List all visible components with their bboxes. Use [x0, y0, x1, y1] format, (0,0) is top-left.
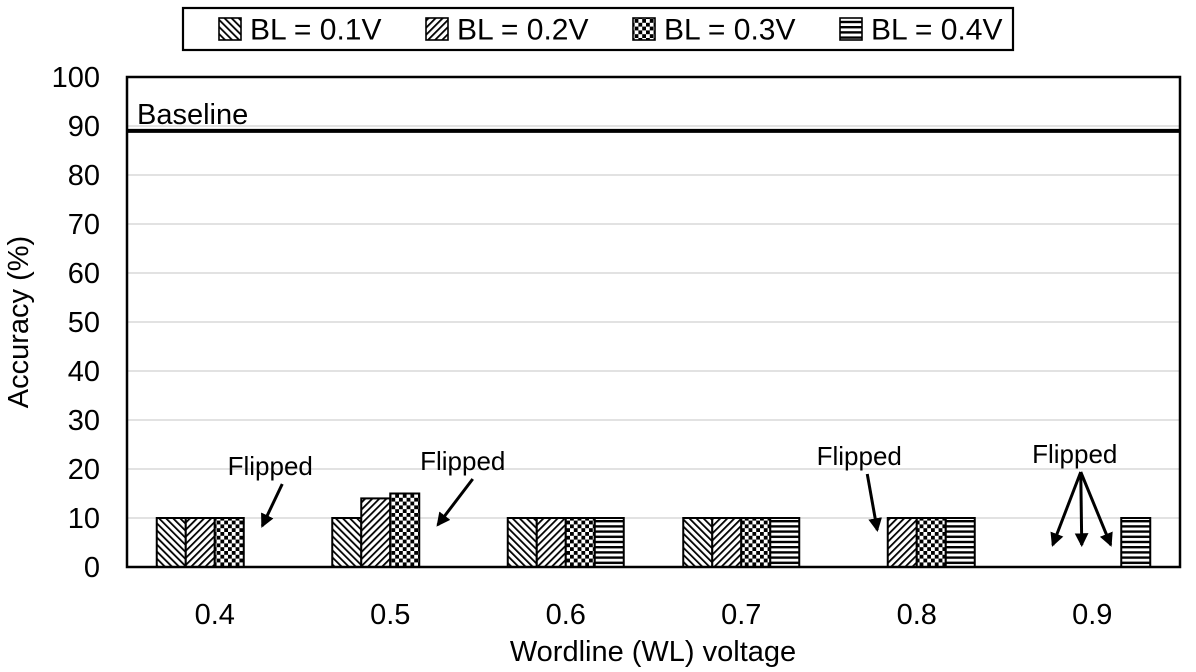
annotation-flipped-label: Flipped [420, 446, 505, 476]
bar-bl=0.4v-wl0.8 [944, 517, 976, 568]
annotation-arrow [260, 483, 284, 528]
bar-bl=0.4v-wl0.6 [593, 517, 625, 568]
legend-swatch-checkerboard [632, 17, 656, 41]
chart-dynamic-layer: 0 10 20 30 40 50 60 70 80 90 100 0.4 0.5 0.6 0.7 0.8 0.9… [52, 6, 1182, 631]
annotation-arrow [1079, 471, 1113, 547]
annotation-flipped-label: Flipped [1032, 439, 1117, 469]
x-axis-title: Wordline (WL) voltage [510, 636, 796, 668]
y-tick-label: 100 [52, 62, 100, 94]
y-tick-label: 20 [68, 454, 100, 486]
y-axis-title: Accuracy (%) [3, 236, 35, 408]
y-tick-label: 90 [68, 111, 100, 143]
y-tick-label: 40 [68, 356, 100, 388]
bar-bl=0.3v-wl0.5 [389, 492, 421, 568]
annotation-flipped-label: Flipped [817, 441, 902, 471]
x-tick-label: 0.8 [897, 599, 937, 631]
annotation-arrow [865, 473, 882, 533]
bar-bl=0.2v-wl0.4 [184, 517, 216, 568]
bar-bl=0.4v-wl0.9 [1120, 517, 1152, 568]
x-tick-label: 0.6 [546, 599, 586, 631]
baseline-label: Baseline [137, 99, 248, 131]
bar-bl=0.1v-wl0.4 [155, 517, 187, 568]
legend-swatch-diagonal-backslash [218, 17, 242, 41]
y-tick-label: 80 [68, 160, 100, 192]
bar-bl=0.3v-wl0.7 [740, 517, 772, 568]
y-tick-label: 60 [68, 258, 100, 290]
annotation-arrow [436, 478, 474, 527]
x-tick-label: 0.4 [195, 599, 235, 631]
bar-bl=0.4v-wl0.7 [769, 517, 801, 568]
bar-bl=0.3v-wl0.4 [213, 517, 245, 568]
legend-label: BL = 0.1V [250, 14, 381, 47]
bar-bl=0.2v-wl0.5 [360, 497, 392, 568]
annotation-arrow [1050, 471, 1083, 547]
bar-bl=0.1v-wl0.7 [682, 517, 714, 568]
bar-bl=0.3v-wl0.8 [915, 517, 947, 568]
x-tick-label: 0.5 [370, 599, 410, 631]
bar-bl=0.1v-wl0.5 [331, 517, 363, 568]
legend-label: BL = 0.2V [457, 14, 588, 47]
annotation-flipped-label: Flipped [228, 451, 313, 481]
plot-border [125, 75, 1182, 569]
bar-bl=0.2v-wl0.8 [886, 517, 918, 568]
y-tick-label: 70 [68, 209, 100, 241]
legend-box [181, 6, 1015, 52]
bar-bl=0.2v-wl0.6 [535, 517, 567, 568]
y-tick-label: 0 [84, 552, 100, 584]
x-tick-label: 0.7 [721, 599, 761, 631]
bar-bl=0.1v-wl0.6 [506, 517, 538, 568]
legend-label: BL = 0.4V [871, 14, 1002, 47]
y-tick-label: 10 [68, 503, 100, 535]
legend-swatch-horizontal-lines [839, 17, 863, 41]
bar-bl=0.2v-wl0.7 [711, 517, 743, 568]
legend-label: BL = 0.3V [664, 14, 795, 47]
legend-swatch-diagonal-slash [425, 17, 449, 41]
y-tick-label: 50 [68, 307, 100, 339]
x-tick-label: 0.9 [1072, 599, 1112, 631]
y-tick-label: 30 [68, 405, 100, 437]
annotation-arrow [1074, 471, 1089, 548]
bar-bl=0.3v-wl0.6 [564, 517, 596, 568]
